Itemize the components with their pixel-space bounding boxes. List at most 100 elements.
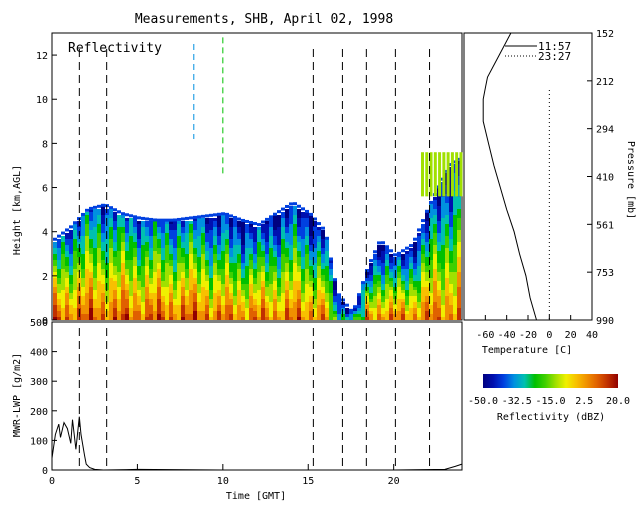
reflectivity-cell bbox=[169, 260, 173, 263]
reflectivity-cell bbox=[409, 260, 413, 263]
reflectivity-cell bbox=[169, 239, 173, 242]
reflectivity-cell bbox=[309, 245, 313, 248]
reflectivity-edge-cell bbox=[245, 219, 249, 223]
x-tick-label: 20 bbox=[388, 476, 400, 487]
reflectivity-cell bbox=[157, 269, 161, 272]
reflectivity-cell bbox=[149, 266, 153, 269]
reflectivity-cell bbox=[93, 302, 97, 305]
temperature-axis-label: Temperature [C] bbox=[482, 345, 572, 356]
reflectivity-cell bbox=[281, 212, 285, 215]
reflectivity-cell bbox=[185, 251, 189, 254]
reflectivity-cell bbox=[417, 257, 421, 260]
reflectivity-cell bbox=[145, 302, 149, 305]
reflectivity-cell bbox=[185, 305, 189, 308]
reflectivity-cell bbox=[125, 266, 129, 269]
reflectivity-cell bbox=[209, 287, 213, 290]
reflectivity-cell bbox=[177, 227, 181, 230]
reflectivity-cell bbox=[269, 296, 273, 299]
reflectivity-cell bbox=[129, 311, 133, 314]
reflectivity-cell bbox=[373, 293, 377, 296]
reflectivity-cell bbox=[397, 269, 401, 272]
reflectivity-cell bbox=[209, 245, 213, 248]
reflectivity-cell bbox=[85, 317, 89, 320]
reflectivity-cell bbox=[301, 269, 305, 272]
reflectivity-cell bbox=[453, 239, 457, 242]
reflectivity-cell bbox=[221, 221, 225, 224]
reflectivity-cell bbox=[289, 290, 293, 293]
reflectivity-cell bbox=[153, 266, 157, 269]
reflectivity-cell bbox=[181, 230, 185, 233]
reflectivity-cell bbox=[453, 305, 457, 308]
reflectivity-cell bbox=[289, 224, 293, 227]
reflectivity-cell bbox=[237, 311, 241, 314]
reflectivity-cell bbox=[309, 260, 313, 263]
reflectivity-cell bbox=[173, 278, 177, 281]
reflectivity-cell bbox=[397, 266, 401, 269]
reflectivity-cell bbox=[125, 251, 129, 254]
reflectivity-cell bbox=[137, 236, 141, 239]
reflectivity-cell bbox=[261, 236, 265, 239]
reflectivity-cell bbox=[457, 173, 461, 176]
reflectivity-cell bbox=[53, 290, 57, 293]
reflectivity-edge-cell bbox=[197, 215, 201, 219]
reflectivity-cell bbox=[313, 287, 317, 290]
reflectivity-cell bbox=[65, 284, 69, 287]
reflectivity-cell bbox=[269, 290, 273, 293]
reflectivity-cell bbox=[429, 296, 433, 299]
reflectivity-cell bbox=[129, 236, 133, 239]
reflectivity-cell bbox=[209, 221, 213, 224]
reflectivity-cell bbox=[325, 293, 329, 296]
reflectivity-cell bbox=[425, 215, 429, 218]
reflectivity-cell bbox=[297, 290, 301, 293]
reflectivity-cell bbox=[385, 293, 389, 296]
reflectivity-cell bbox=[149, 287, 153, 290]
reflectivity-cell bbox=[445, 221, 449, 224]
reflectivity-cell bbox=[429, 203, 433, 206]
reflectivity-cell bbox=[289, 308, 293, 311]
reflectivity-cell bbox=[181, 293, 185, 296]
reflectivity-cell bbox=[321, 272, 325, 275]
reflectivity-cell bbox=[69, 257, 73, 260]
reflectivity-cell bbox=[425, 260, 429, 263]
reflectivity-cell bbox=[425, 254, 429, 257]
reflectivity-cell bbox=[197, 266, 201, 269]
reflectivity-cell bbox=[381, 275, 385, 278]
reflectivity-cell bbox=[105, 317, 109, 320]
reflectivity-cell bbox=[169, 302, 173, 305]
reflectivity-cell bbox=[433, 254, 437, 257]
reflectivity-cell bbox=[277, 311, 281, 314]
reflectivity-cell bbox=[205, 257, 209, 260]
reflectivity-cell bbox=[317, 269, 321, 272]
reflectivity-cell bbox=[385, 260, 389, 263]
reflectivity-cell bbox=[325, 290, 329, 293]
reflectivity-cell bbox=[297, 239, 301, 242]
reflectivity-cell bbox=[289, 293, 293, 296]
reflectivity-cell bbox=[385, 308, 389, 311]
reflectivity-cell bbox=[429, 236, 433, 239]
reflectivity-cell bbox=[153, 305, 157, 308]
reflectivity-cell bbox=[217, 263, 221, 266]
reflectivity-cell bbox=[197, 299, 201, 302]
reflectivity-cell bbox=[113, 278, 117, 281]
reflectivity-cell bbox=[285, 245, 289, 248]
reflectivity-cell bbox=[257, 302, 261, 305]
reflectivity-cell bbox=[105, 305, 109, 308]
reflectivity-cell bbox=[273, 296, 277, 299]
reflectivity-cell bbox=[189, 230, 193, 233]
reflectivity-cell bbox=[61, 257, 65, 260]
reflectivity-cell bbox=[69, 287, 73, 290]
reflectivity-cell bbox=[289, 218, 293, 221]
reflectivity-cell bbox=[189, 281, 193, 284]
reflectivity-cell bbox=[449, 215, 453, 218]
reflectivity-cell bbox=[65, 287, 69, 290]
reflectivity-cell bbox=[353, 314, 357, 317]
reflectivity-cell bbox=[437, 281, 441, 284]
reflectivity-cell bbox=[449, 269, 453, 272]
reflectivity-cell bbox=[425, 248, 429, 251]
reflectivity-cell bbox=[101, 212, 105, 215]
reflectivity-cell bbox=[173, 263, 177, 266]
reflectivity-cell bbox=[101, 290, 105, 293]
reflectivity-cell bbox=[181, 308, 185, 311]
reflectivity-cell bbox=[213, 278, 217, 281]
reflectivity-cell bbox=[81, 230, 85, 233]
